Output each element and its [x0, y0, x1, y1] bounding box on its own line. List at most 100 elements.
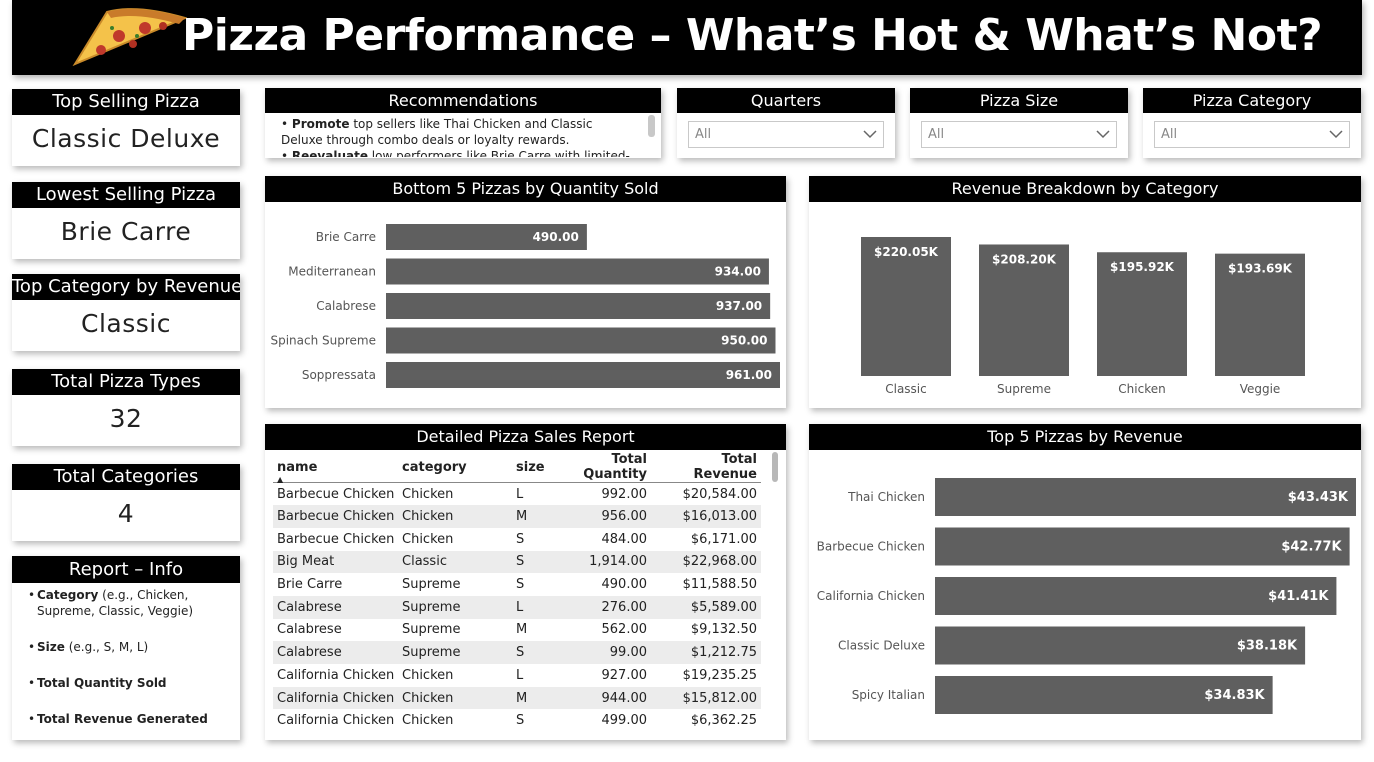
column-header-size[interactable]: size: [512, 452, 548, 483]
table-cell-total-revenue: $20,584.00: [651, 483, 761, 506]
table-row[interactable]: California Chicken Chicken S 499.00 $6,362.2…: [273, 709, 761, 732]
detailed-sales-table: Detailed Pizza Sales Report name ▲ catego…: [265, 424, 786, 740]
category-label: Barbecue Chicken: [817, 540, 925, 554]
table-cell-category: Supreme: [398, 619, 512, 642]
category-label: Chicken: [1118, 382, 1165, 396]
bar[interactable]: [386, 328, 775, 354]
table-scrollbar[interactable]: [772, 452, 778, 482]
table-cell-name: California Chicken: [273, 687, 398, 710]
table-cell-total-revenue: $9,132.50: [651, 619, 761, 642]
title-banner: Pizza Performance – What’s Hot & What’s …: [12, 0, 1362, 75]
table-cell-size: S: [512, 573, 548, 596]
recommendations-card: Recommendations • Promote top sellers li…: [265, 88, 661, 158]
kpi-value: Classic: [12, 309, 240, 338]
table-header-row: name ▲ category size Total Quantity Total…: [273, 452, 761, 483]
table-cell-name: Barbecue Chicken: [273, 505, 398, 528]
table-row[interactable]: California Chicken Chicken L 927.00 $19,235.…: [273, 664, 761, 687]
table-cell-size: L: [512, 664, 548, 687]
table-cell-name: Calabrese: [273, 596, 398, 619]
column-header-name[interactable]: name ▲: [273, 452, 398, 483]
recommendations-text[interactable]: • Promote top sellers like Thai Chicken …: [265, 113, 661, 157]
kpi-top-selling-pizza: Top Selling Pizza Classic Deluxe: [12, 89, 240, 166]
table-cell-size: L: [512, 483, 548, 506]
table-cell-category: Chicken: [398, 483, 512, 506]
quarters-dropdown[interactable]: All: [688, 121, 884, 148]
recommendations-scrollbar[interactable]: [648, 115, 655, 137]
table-cell-total-quantity: 484.00: [548, 528, 651, 551]
table-cell-size: L: [512, 596, 548, 619]
table-cell-name: California Chicken: [273, 709, 398, 732]
table-row[interactable]: Calabrese Supreme L 276.00 $5,589.00: [273, 596, 761, 619]
table-cell-name: Barbecue Chicken: [273, 483, 398, 506]
data-label: $38.18K: [1237, 639, 1298, 654]
chart-title: Top 5 Pizzas by Revenue: [809, 424, 1361, 450]
table-cell-size: S: [512, 709, 548, 732]
table-cell-total-quantity: 927.00: [548, 664, 651, 687]
table-cell-total-revenue: $15,812.00: [651, 687, 761, 710]
kpi-top-category: Top Category by Revenue Classic: [12, 274, 240, 351]
kpi-label: Top Category by Revenue: [12, 274, 240, 300]
dashboard-title: Pizza Performance – What’s Hot & What’s …: [182, 10, 1322, 61]
list-item: Size (e.g., S, M, L): [28, 639, 234, 655]
top-5-chart-svg: Thai Chicken $43.43K Barbecue Chicken $42.7…: [809, 450, 1361, 740]
data-label: $208.20K: [992, 252, 1057, 266]
category-label: Soppressata: [302, 368, 376, 382]
kpi-total-pizza-types: Total Pizza Types 32: [12, 369, 240, 446]
data-label: $43.43K: [1288, 490, 1349, 505]
dropdown-value: All: [695, 127, 711, 142]
table-cell-total-quantity: 499.00: [548, 709, 651, 732]
table-cell-size: S: [512, 551, 548, 574]
table-cell-total-revenue: $16,013.00: [651, 505, 761, 528]
table-cell-name: Big Meat: [273, 551, 398, 574]
list-item: • Reevaluate low performers like Brie Ca…: [281, 148, 637, 157]
table-row[interactable]: California Chicken Chicken M 944.00 $15,812.…: [273, 687, 761, 710]
table-cell-total-quantity: 99.00: [548, 641, 651, 664]
column-header-total-revenue[interactable]: Total Revenue: [651, 452, 761, 483]
category-label: Thai Chicken: [847, 490, 925, 504]
chart-title: Revenue Breakdown by Category: [809, 176, 1361, 202]
table-cell-name: Calabrese: [273, 641, 398, 664]
pizza-size-dropdown[interactable]: All: [921, 121, 1117, 148]
table-cell-category: Supreme: [398, 641, 512, 664]
kpi-label: Top Selling Pizza: [12, 89, 240, 115]
category-label: Supreme: [997, 382, 1051, 396]
report-info-title: Report – Info: [12, 556, 240, 583]
revenue-by-category-svg: $220.05K Classic $208.20K Supreme $195.92K Ch…: [809, 202, 1361, 408]
table-row[interactable]: Big Meat Classic S 1,914.00 $22,968.00: [273, 551, 761, 574]
pizza-slice-icon: [67, 2, 187, 72]
table-cell-category: Chicken: [398, 664, 512, 687]
slicer-label: Pizza Category: [1143, 88, 1361, 113]
top-5-pizzas-revenue-chart: Top 5 Pizzas by Revenue Thai Chicken $43.…: [809, 424, 1361, 740]
table-cell-category: Chicken: [398, 709, 512, 732]
table-row[interactable]: Calabrese Supreme S 99.00 $1,212.75: [273, 641, 761, 664]
kpi-lowest-selling-pizza: Lowest Selling Pizza Brie Carre: [12, 182, 240, 259]
bar[interactable]: [386, 293, 770, 319]
data-label: $195.92K: [1110, 260, 1175, 274]
column-header-total-quantity[interactable]: Total Quantity: [548, 452, 651, 483]
data-label: $34.83K: [1204, 688, 1265, 703]
list-item: Total Revenue Generated: [28, 711, 234, 727]
table-row[interactable]: Barbecue Chicken Chicken L 992.00 $20,584.00: [273, 483, 761, 506]
category-label: Brie Carre: [316, 230, 376, 244]
bar[interactable]: [386, 362, 780, 388]
chevron-down-icon: [1096, 128, 1110, 140]
category-label: Calabrese: [316, 299, 376, 313]
table-title: Detailed Pizza Sales Report: [265, 424, 786, 450]
data-label: $193.69K: [1228, 262, 1293, 276]
table-row[interactable]: Calabrese Supreme M 562.00 $9,132.50: [273, 619, 761, 642]
table-cell-total-revenue: $5,589.00: [651, 596, 761, 619]
column-header-category[interactable]: category: [398, 452, 512, 483]
table-cell-total-quantity: 490.00: [548, 573, 651, 596]
table-cell-total-quantity: 956.00: [548, 505, 651, 528]
chevron-down-icon: [1329, 128, 1343, 140]
table-row[interactable]: Barbecue Chicken Chicken M 956.00 $16,013.00: [273, 505, 761, 528]
table-row[interactable]: Barbecue Chicken Chicken S 484.00 $6,171.00: [273, 528, 761, 551]
list-item: Category (e.g., Chicken, Supreme, Classi…: [28, 587, 234, 619]
pizza-category-dropdown[interactable]: All: [1154, 121, 1350, 148]
category-label: Spinach Supreme: [270, 334, 376, 348]
table-row[interactable]: Brie Carre Supreme S 490.00 $11,588.50: [273, 573, 761, 596]
kpi-value: Classic Deluxe: [12, 124, 240, 153]
report-info-list: Category (e.g., Chicken, Supreme, Classi…: [12, 583, 240, 727]
table-cell-total-revenue: $22,968.00: [651, 551, 761, 574]
bar[interactable]: [386, 259, 769, 285]
